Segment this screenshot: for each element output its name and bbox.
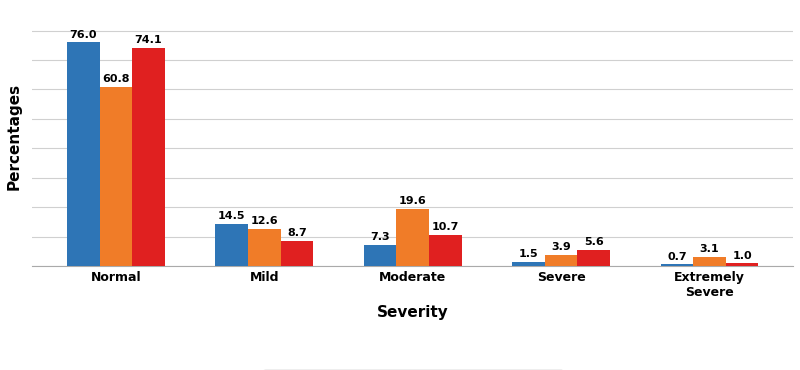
Bar — [578, 250, 610, 266]
Bar — [99, 87, 132, 266]
Bar — [364, 245, 396, 266]
Text: 1.5: 1.5 — [518, 249, 538, 259]
Text: 19.6: 19.6 — [399, 196, 426, 206]
Text: 76.0: 76.0 — [70, 30, 97, 40]
Bar — [693, 257, 726, 266]
Text: 74.1: 74.1 — [134, 35, 162, 45]
Text: 14.5: 14.5 — [218, 211, 246, 221]
Bar — [429, 235, 462, 266]
Text: 12.6: 12.6 — [250, 216, 278, 226]
Text: 10.7: 10.7 — [432, 222, 459, 232]
Y-axis label: Percentages: Percentages — [7, 83, 22, 190]
Bar — [215, 223, 248, 266]
Bar — [726, 263, 758, 266]
Bar — [248, 229, 281, 266]
Bar — [281, 241, 314, 266]
Bar — [67, 42, 99, 266]
Text: 60.8: 60.8 — [102, 74, 130, 84]
Bar — [396, 209, 429, 266]
Bar — [512, 262, 545, 266]
Bar — [545, 255, 578, 266]
Text: 3.9: 3.9 — [551, 242, 571, 252]
Bar — [132, 48, 165, 266]
Text: 1.0: 1.0 — [732, 250, 752, 261]
Bar — [661, 264, 693, 266]
Text: 3.1: 3.1 — [700, 245, 719, 255]
Text: 5.6: 5.6 — [584, 237, 604, 247]
X-axis label: Severity: Severity — [377, 305, 449, 320]
Text: 0.7: 0.7 — [667, 252, 686, 262]
Text: 7.3: 7.3 — [370, 232, 390, 242]
Text: 8.7: 8.7 — [287, 228, 307, 238]
